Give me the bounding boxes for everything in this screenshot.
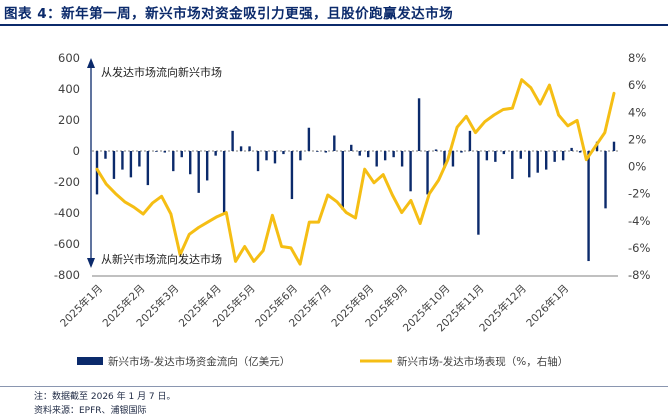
flow-bar — [121, 151, 124, 170]
left-axis-tick: -800 — [54, 268, 80, 282]
flow-bar — [231, 130, 234, 151]
left-axis-tick: -400 — [54, 206, 80, 220]
annotation-inflow: 从发达市场流向新兴市场 — [101, 65, 222, 79]
footer-divider — [0, 386, 668, 387]
legend-swatch-flow — [77, 357, 103, 365]
flow-bar — [163, 151, 167, 153]
right-axis-tick: 0% — [628, 160, 646, 174]
right-axis-tick: -4% — [628, 214, 650, 228]
flow-bar — [239, 146, 243, 151]
right-axis-tick: 6% — [628, 78, 646, 92]
right-axis-tick: 8% — [628, 51, 646, 65]
flow-bar — [426, 151, 429, 195]
right-axis-tick: 4% — [628, 105, 646, 119]
flow-bar — [350, 144, 353, 151]
right-axis-tick: 2% — [628, 132, 646, 146]
flow-bar — [358, 151, 361, 156]
flow-bar — [324, 151, 328, 153]
flow-bar — [214, 151, 217, 156]
left-axis-tick: 600 — [58, 51, 80, 65]
left-axis-tick: 400 — [58, 82, 80, 96]
flow-bar — [578, 151, 582, 153]
arrow-up-icon — [87, 58, 95, 68]
flow-bar — [341, 151, 344, 210]
flow-bar — [256, 151, 260, 172]
flow-bar — [129, 151, 133, 178]
legend-label-flow: 新兴市场-发达市场资金流向（亿美元） — [108, 355, 290, 368]
flow-bar — [222, 151, 226, 215]
flow-bar — [155, 151, 158, 152]
flow-bar — [409, 151, 412, 192]
performance-line — [95, 78, 616, 266]
flow-bar — [544, 151, 548, 170]
flow-bar — [612, 141, 616, 151]
flow-bar — [502, 151, 506, 155]
figure-title: 图表 4：新年第一周，新兴市场对资金吸引力更强，且股价跑赢发达市场 — [4, 6, 454, 22]
flow-bar — [138, 151, 141, 167]
flow-bar — [290, 151, 294, 200]
flow-bar — [180, 151, 183, 158]
flow-bar — [477, 151, 480, 235]
flow-bar — [553, 151, 556, 162]
flow-bar — [570, 147, 573, 151]
flow-bar — [587, 151, 590, 262]
flow-bar — [205, 151, 209, 181]
flow-bar — [112, 151, 116, 179]
left-axis-tick: -200 — [54, 175, 80, 189]
title-divider — [0, 24, 668, 26]
flow-bar — [95, 151, 99, 195]
flow-bar — [519, 151, 522, 159]
flow-bar — [146, 151, 150, 186]
flow-bar — [536, 151, 539, 173]
flow-bar — [392, 151, 395, 158]
left-axis-tick: 0 — [73, 144, 80, 158]
left-axis-tick: -600 — [54, 237, 80, 251]
flow-bar — [367, 151, 370, 158]
flow-bar — [189, 151, 192, 175]
right-axis-tick: -2% — [628, 187, 650, 201]
flow-bar — [485, 151, 489, 161]
flow-bar — [172, 151, 175, 172]
flow-bar — [451, 151, 455, 167]
right-axis-tick: -8% — [628, 268, 650, 282]
flow-bar — [494, 151, 497, 162]
flow-bar — [460, 151, 463, 153]
annotation-outflow: 从新兴市场流向发达市场 — [101, 252, 222, 266]
flow-bar — [443, 151, 446, 169]
x-axis-tick: 2026年1月 — [524, 282, 572, 330]
right-axis-tick: -6% — [628, 241, 650, 255]
flow-bar — [468, 130, 472, 151]
flow-bar — [400, 151, 404, 167]
flow-bar — [282, 151, 285, 155]
source-note: 资料来源：EPFR、浦银国际 — [34, 406, 147, 416]
flow-bar — [265, 151, 268, 161]
flow-bar — [299, 151, 302, 161]
flow-bar — [561, 151, 565, 161]
flow-bar — [316, 151, 319, 152]
flow-bar — [383, 151, 387, 161]
flow-bar — [528, 151, 531, 178]
flow-bar — [307, 127, 311, 151]
x-axis-tick: 2025年1月 — [57, 282, 105, 330]
arrow-down-icon — [87, 258, 95, 268]
flow-bar — [417, 98, 421, 151]
flow-bar — [511, 151, 514, 179]
flow-bar — [197, 151, 200, 193]
legend-label-performance: 新兴市场-发达市场表现（%，右轴） — [397, 355, 568, 368]
flow-bar — [375, 151, 378, 167]
flow-bar — [333, 135, 336, 151]
flow-bar — [104, 151, 107, 159]
flow-bar — [248, 146, 251, 151]
left-axis-tick: 200 — [58, 113, 80, 127]
flow-bar — [434, 149, 438, 151]
flow-bar — [604, 151, 607, 209]
footnote: 注：数据截至 2026 年 1 月 7 日。 — [34, 392, 176, 402]
flow-bar — [273, 151, 277, 164]
